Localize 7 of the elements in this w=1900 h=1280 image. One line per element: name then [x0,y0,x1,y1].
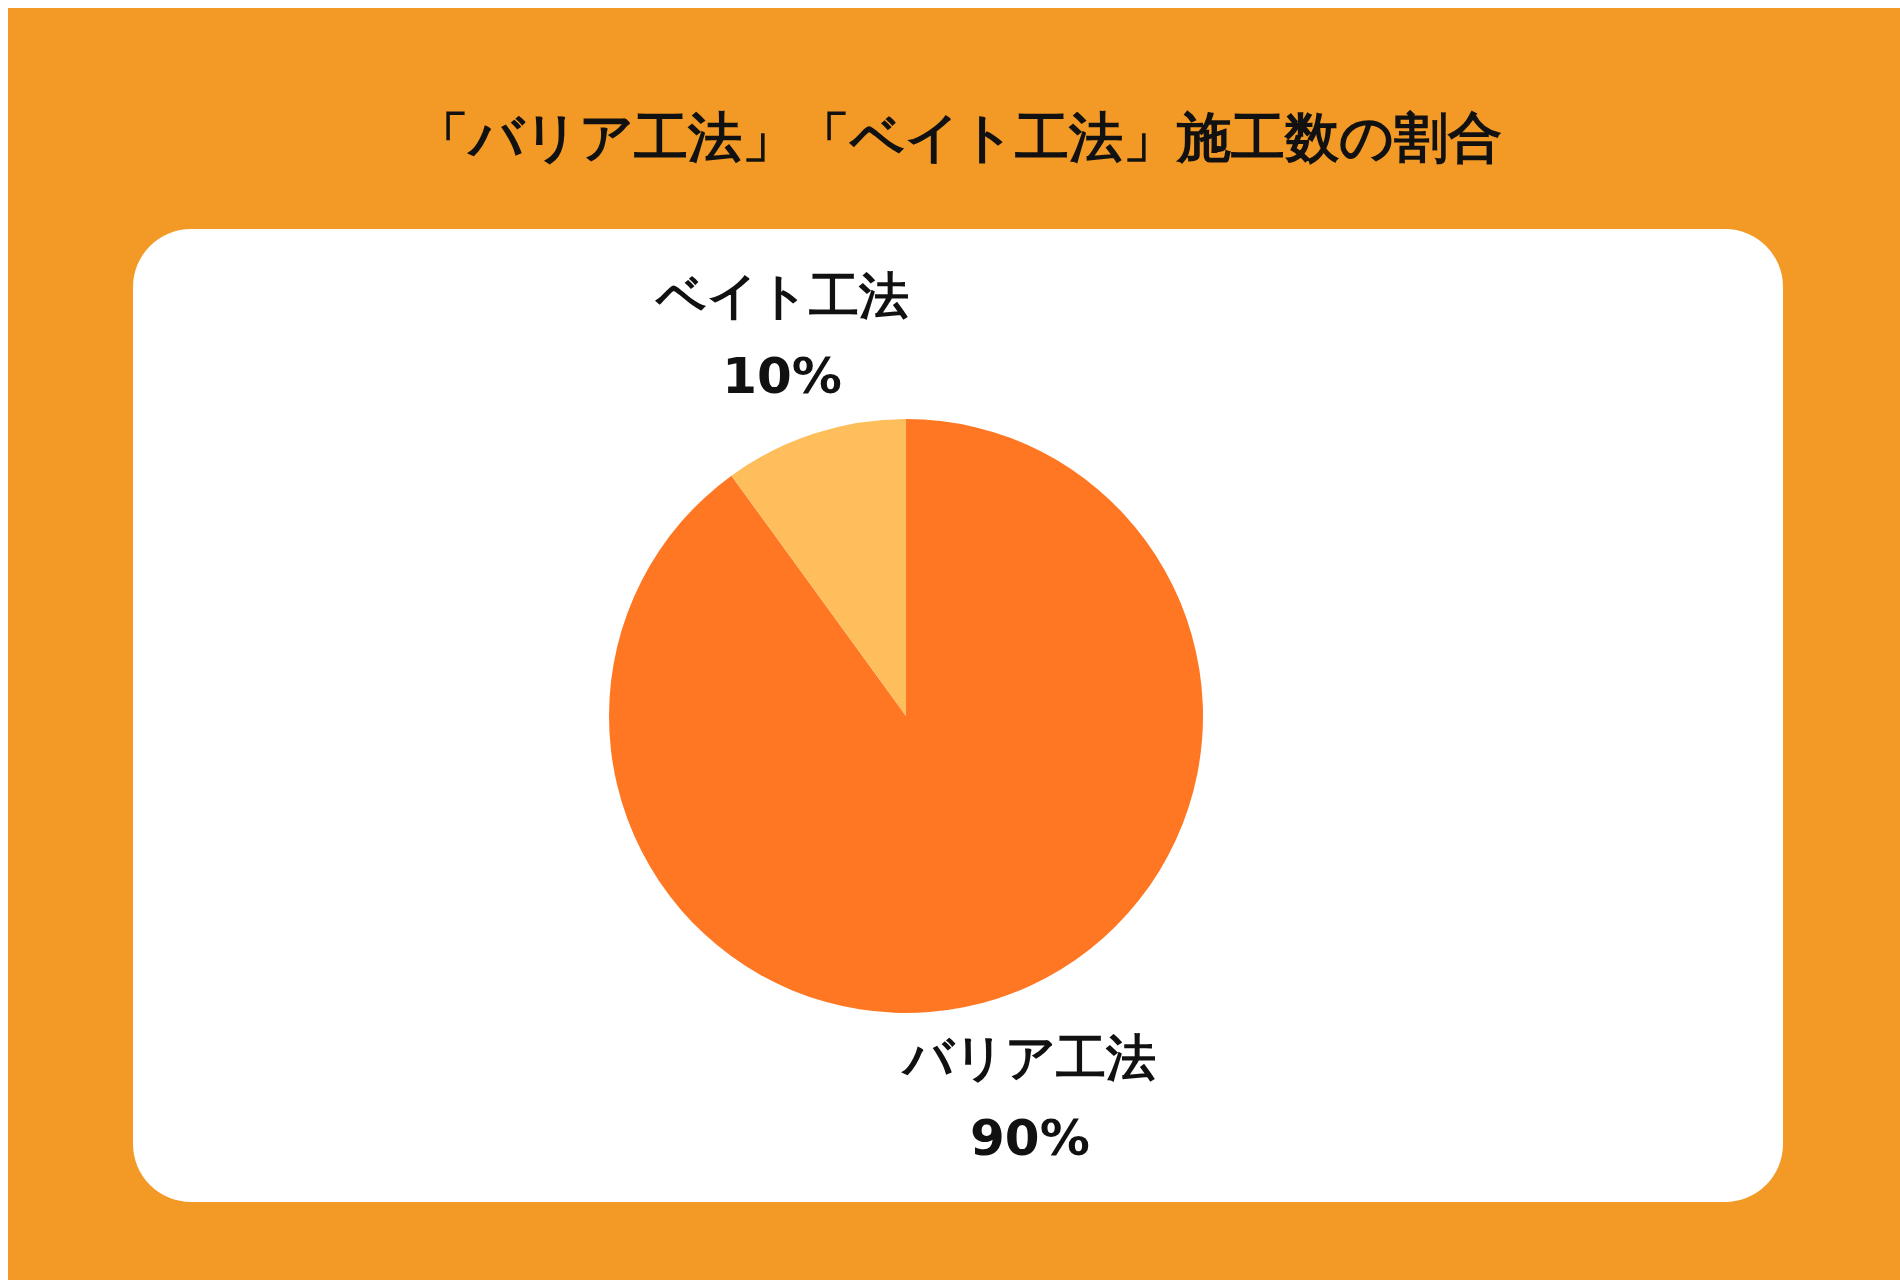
slice-label: ベイト工法 [654,266,909,325]
pie-slice [609,419,1203,1013]
data-label: 90% [970,1109,1090,1168]
chart-title: 「バリア工法」「ベイト工法」施工数の割合 [414,106,1502,169]
data-label: 10% [722,346,842,405]
pie-slice [731,419,906,716]
slice-label: バリア工法 [901,1029,1157,1088]
